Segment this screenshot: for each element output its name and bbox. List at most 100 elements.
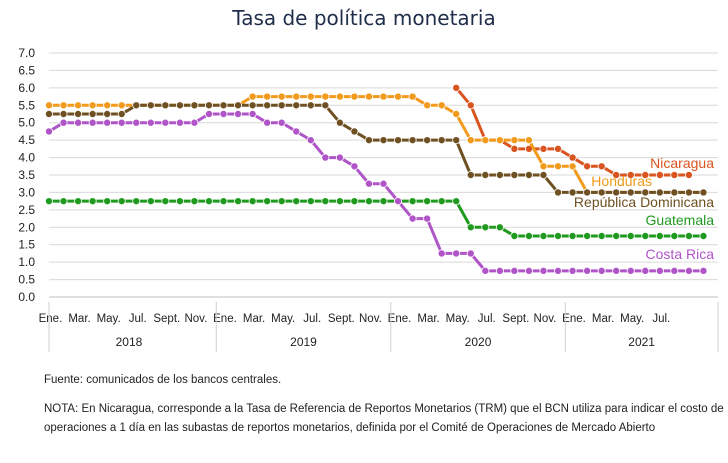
data-point-guatemala bbox=[524, 231, 533, 240]
data-point-guatemala bbox=[103, 197, 112, 206]
data-point-republica-dominicana bbox=[554, 188, 563, 197]
data-point-republica-dominicana bbox=[597, 188, 606, 197]
x-tick-label: Ene. bbox=[213, 313, 237, 325]
data-point-republica-dominicana bbox=[74, 110, 83, 119]
data-point-guatemala bbox=[74, 197, 83, 206]
data-point-honduras bbox=[350, 92, 359, 101]
y-tick-label: 3.5 bbox=[18, 168, 35, 182]
data-point-nicaragua bbox=[510, 144, 519, 153]
data-point-honduras bbox=[45, 101, 54, 110]
year-label: 2019 bbox=[290, 335, 317, 349]
data-point-republica-dominicana bbox=[335, 118, 344, 127]
x-tick-label: May. bbox=[271, 313, 295, 325]
data-point-costa-rica bbox=[699, 266, 708, 275]
data-point-honduras bbox=[423, 101, 432, 110]
data-point-guatemala bbox=[699, 231, 708, 240]
data-point-honduras bbox=[379, 92, 388, 101]
data-point-honduras bbox=[364, 92, 373, 101]
data-point-republica-dominicana bbox=[379, 136, 388, 145]
year-label: 2018 bbox=[116, 335, 143, 349]
data-point-republica-dominicana bbox=[394, 136, 403, 145]
y-tick-label: 6.5 bbox=[18, 63, 35, 77]
data-point-republica-dominicana bbox=[103, 110, 112, 119]
data-point-republica-dominicana bbox=[263, 101, 272, 110]
x-tick-label: Nov. bbox=[184, 313, 207, 325]
data-point-guatemala bbox=[408, 197, 417, 206]
data-point-costa-rica bbox=[204, 110, 213, 119]
x-tick-label: Jul. bbox=[303, 313, 321, 325]
data-point-guatemala bbox=[219, 197, 228, 206]
data-point-costa-rica bbox=[292, 127, 301, 136]
y-tick-label: 5.5 bbox=[18, 98, 35, 112]
data-point-honduras bbox=[59, 101, 68, 110]
data-point-costa-rica bbox=[132, 118, 141, 127]
data-point-guatemala bbox=[510, 231, 519, 240]
data-point-guatemala bbox=[684, 231, 693, 240]
data-point-costa-rica bbox=[641, 266, 650, 275]
data-point-guatemala bbox=[45, 197, 54, 206]
data-point-costa-rica bbox=[234, 110, 243, 119]
data-point-guatemala bbox=[350, 197, 359, 206]
data-point-costa-rica bbox=[481, 266, 490, 275]
data-point-honduras bbox=[452, 110, 461, 119]
data-point-costa-rica bbox=[568, 266, 577, 275]
y-tick-label: 7.0 bbox=[18, 46, 35, 60]
data-point-republica-dominicana bbox=[277, 101, 286, 110]
x-tick-label: Mar. bbox=[243, 313, 265, 325]
data-point-costa-rica bbox=[74, 118, 83, 127]
data-point-republica-dominicana bbox=[219, 101, 228, 110]
series-label: Guatemala bbox=[646, 212, 715, 228]
data-point-costa-rica bbox=[597, 266, 606, 275]
data-point-republica-dominicana bbox=[292, 101, 301, 110]
data-point-republica-dominicana bbox=[364, 136, 373, 145]
data-point-costa-rica bbox=[583, 266, 592, 275]
x-tick-label: Sept. bbox=[328, 313, 355, 325]
data-point-guatemala bbox=[306, 197, 315, 206]
data-point-republica-dominicana bbox=[248, 101, 257, 110]
x-tick-label: Nov. bbox=[534, 313, 557, 325]
data-point-guatemala bbox=[190, 197, 199, 206]
data-point-guatemala bbox=[466, 223, 475, 232]
data-point-guatemala bbox=[234, 197, 243, 206]
data-point-nicaragua bbox=[568, 153, 577, 162]
data-point-costa-rica bbox=[423, 214, 432, 223]
y-tick-label: 1.5 bbox=[18, 238, 35, 252]
data-point-nicaragua bbox=[641, 170, 650, 179]
data-point-honduras bbox=[263, 92, 272, 101]
data-point-honduras bbox=[335, 92, 344, 101]
data-point-costa-rica bbox=[190, 118, 199, 127]
data-point-costa-rica bbox=[306, 136, 315, 145]
y-tick-label: 3.0 bbox=[18, 185, 35, 199]
data-point-costa-rica bbox=[103, 118, 112, 127]
data-point-nicaragua bbox=[539, 144, 548, 153]
series-label: República Dominicana bbox=[574, 194, 714, 210]
data-point-republica-dominicana bbox=[45, 110, 54, 119]
data-point-honduras bbox=[394, 92, 403, 101]
data-point-costa-rica bbox=[626, 266, 635, 275]
data-point-republica-dominicana bbox=[466, 170, 475, 179]
data-point-guatemala bbox=[554, 231, 563, 240]
x-tick-label: Jul. bbox=[652, 313, 670, 325]
data-point-nicaragua bbox=[612, 170, 621, 179]
y-tick-label: 2.0 bbox=[18, 220, 35, 234]
x-tick-label: Jul. bbox=[129, 313, 147, 325]
x-tick-label: Sept. bbox=[502, 313, 529, 325]
data-point-nicaragua bbox=[466, 101, 475, 110]
data-point-honduras bbox=[277, 92, 286, 101]
y-tick-label: 2.5 bbox=[18, 203, 35, 217]
data-point-guatemala bbox=[583, 231, 592, 240]
data-point-republica-dominicana bbox=[583, 188, 592, 197]
data-point-republica-dominicana bbox=[510, 170, 519, 179]
series-line-guatemala bbox=[49, 199, 704, 238]
data-point-costa-rica bbox=[335, 153, 344, 162]
data-point-republica-dominicana bbox=[495, 170, 504, 179]
data-point-honduras bbox=[408, 92, 417, 101]
data-point-guatemala bbox=[204, 197, 213, 206]
data-point-costa-rica bbox=[655, 266, 664, 275]
data-point-republica-dominicana bbox=[684, 188, 693, 197]
data-point-costa-rica bbox=[379, 179, 388, 188]
y-tick-label: 4.5 bbox=[18, 133, 35, 147]
data-point-republica-dominicana bbox=[641, 188, 650, 197]
data-point-costa-rica bbox=[175, 118, 184, 127]
axes: 0.0 0.5 1.0 1.5 2.0 2.5 3.0 3.5 4.0 4.5 5.0 5.5 6.0 6… bbox=[18, 46, 719, 352]
